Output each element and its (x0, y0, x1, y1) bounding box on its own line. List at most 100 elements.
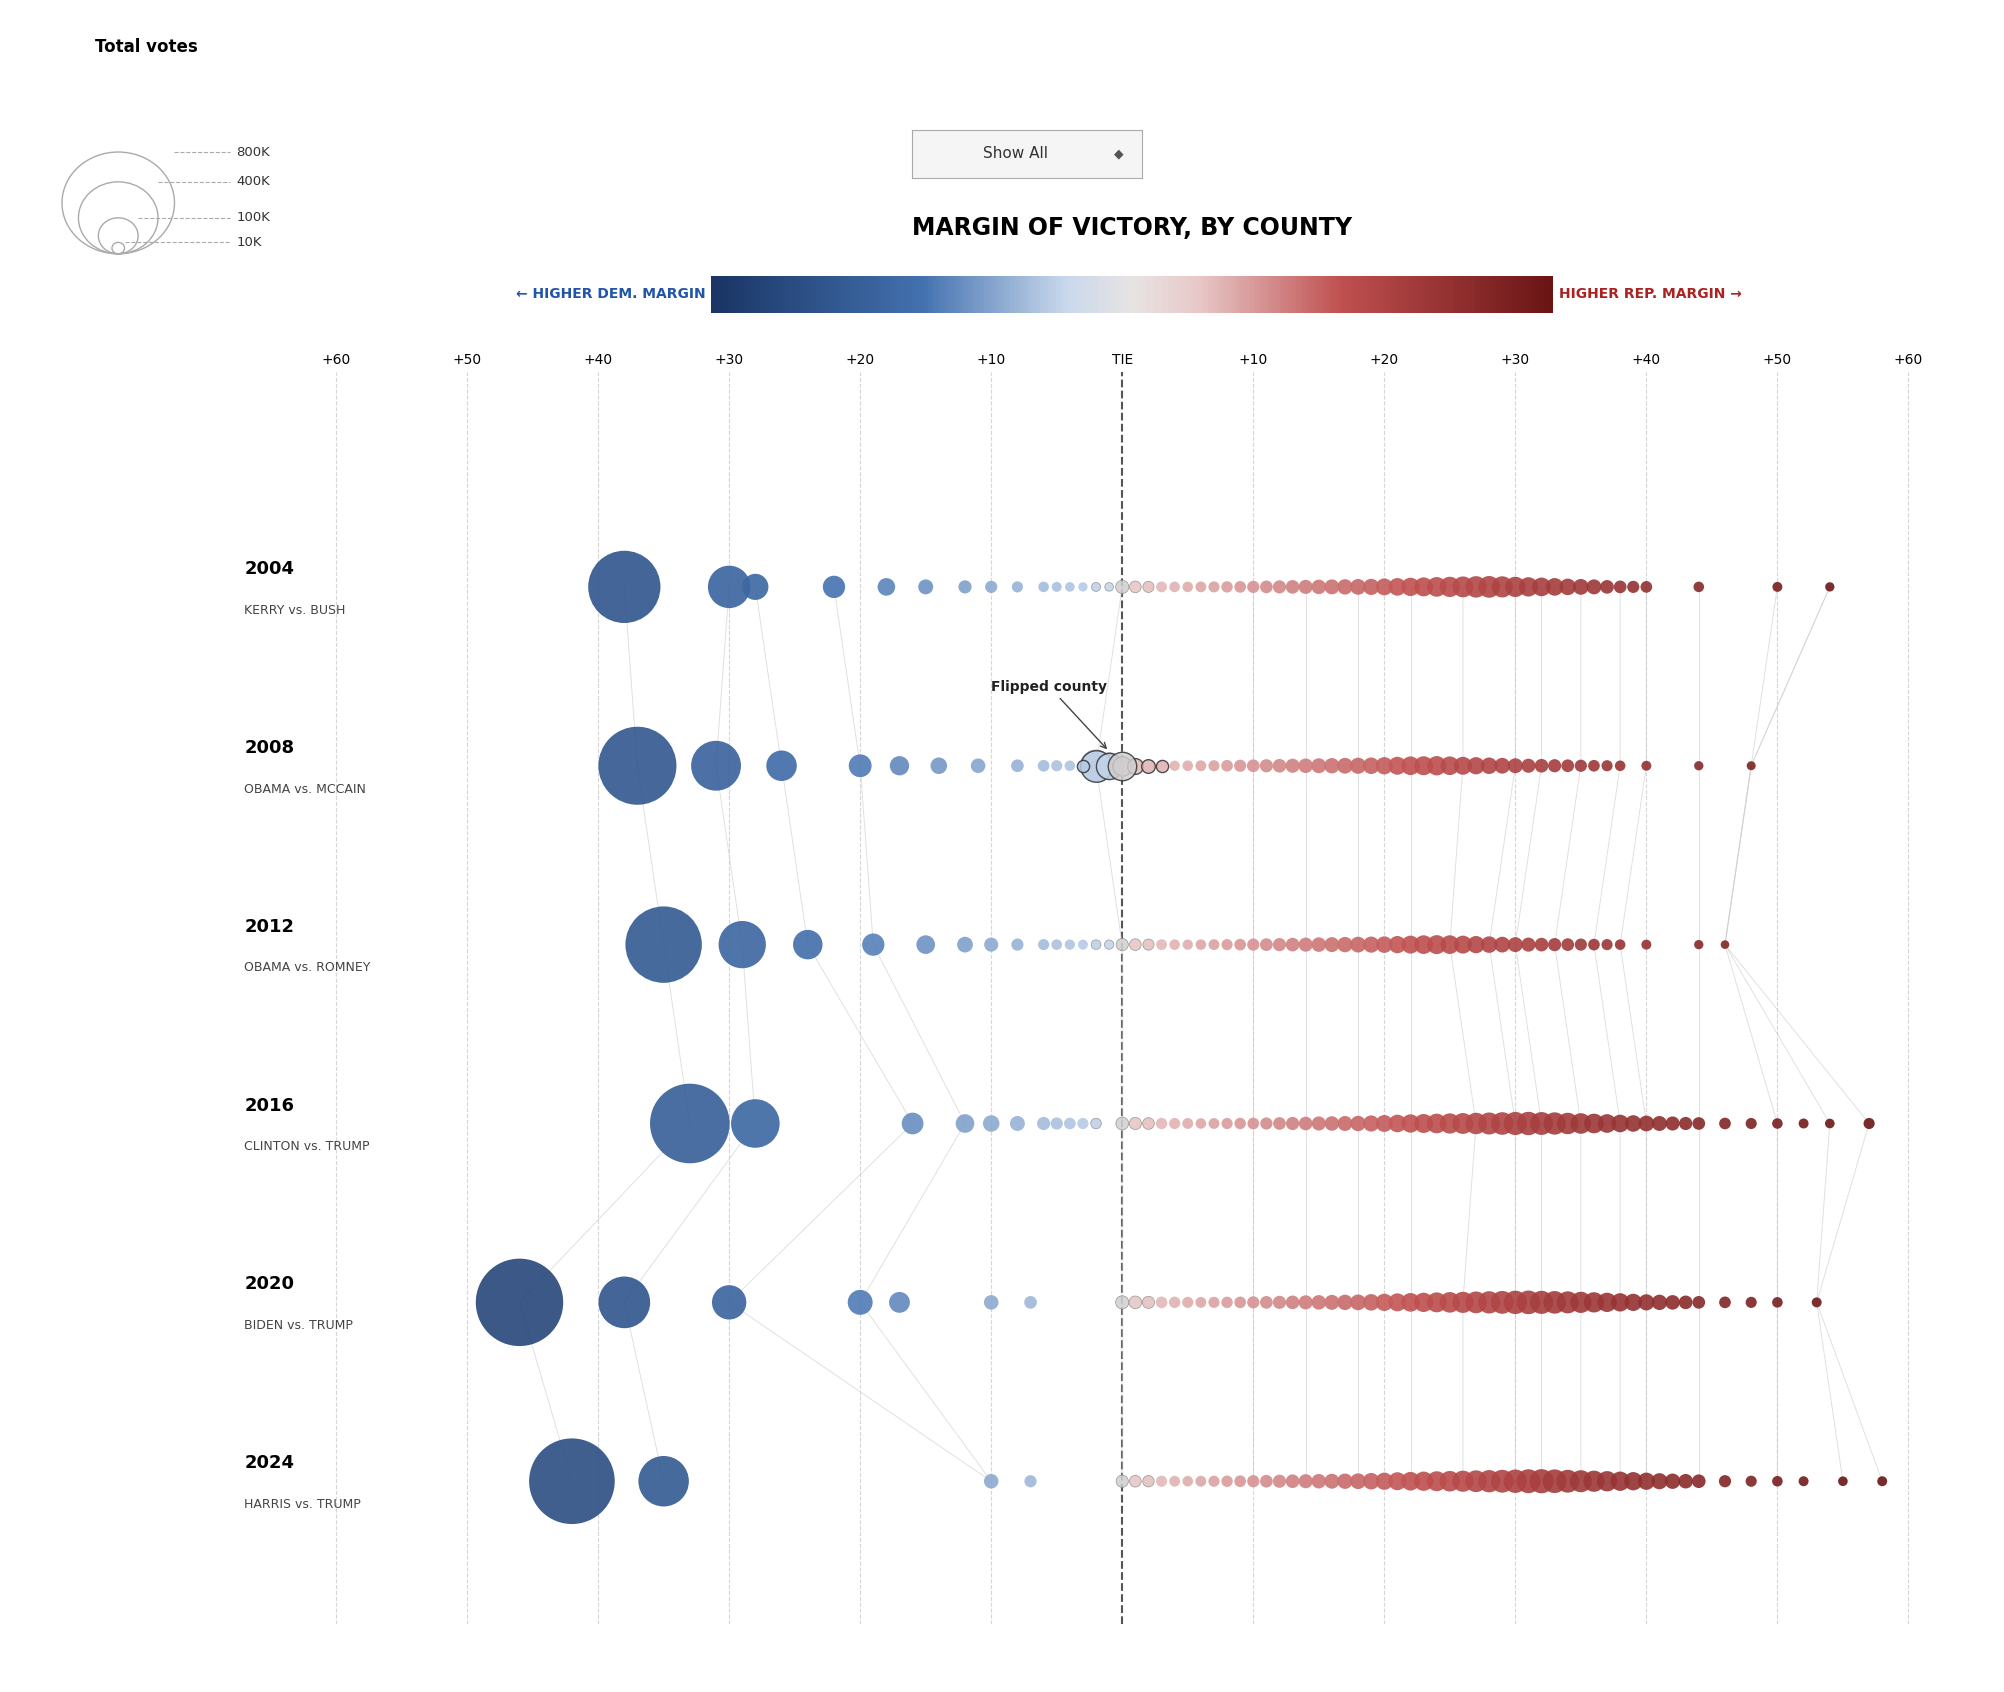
Point (609, 574, 641, 601)
Point (1407, 1289, 1439, 1316)
Point (1539, 1467, 1571, 1494)
Point (647, 1467, 679, 1494)
Point (1395, 1467, 1427, 1494)
Point (858, 931, 890, 958)
Point (1657, 1289, 1689, 1316)
Point (962, 753, 994, 780)
Point (1513, 753, 1545, 780)
Point (1028, 753, 1060, 780)
Point (1040, 931, 1072, 958)
Point (1291, 753, 1323, 780)
Point (1525, 1289, 1557, 1316)
Point (1577, 574, 1609, 601)
Point (1291, 1289, 1323, 1316)
Point (1828, 1467, 1860, 1494)
Point (1106, 753, 1138, 780)
Point (1080, 753, 1112, 780)
Point (884, 1289, 916, 1316)
Point (1525, 753, 1557, 780)
Point (1132, 931, 1164, 958)
Point (1473, 753, 1505, 780)
Point (1066, 931, 1098, 958)
Point (1132, 753, 1164, 780)
Point (1250, 1110, 1283, 1137)
Point (1381, 1289, 1413, 1316)
Point (1080, 931, 1112, 958)
Point (1002, 574, 1034, 601)
Point (1591, 931, 1623, 958)
Point (1355, 1467, 1387, 1494)
Point (1184, 931, 1216, 958)
Point (844, 1289, 876, 1316)
Point (1513, 1467, 1545, 1494)
Point (1146, 574, 1178, 601)
Point (1263, 1289, 1295, 1316)
Point (1343, 1467, 1375, 1494)
Point (1407, 1467, 1439, 1494)
Point (1172, 931, 1204, 958)
Point (1329, 1467, 1361, 1494)
Point (1329, 1110, 1361, 1137)
Point (1447, 574, 1479, 601)
Point (1551, 1289, 1583, 1316)
Point (1198, 1467, 1230, 1494)
Point (1381, 753, 1413, 780)
Point (1433, 931, 1465, 958)
Point (1184, 574, 1216, 601)
Point (1565, 753, 1597, 780)
Point (1735, 1289, 1768, 1316)
Text: 10K: 10K (236, 235, 263, 249)
Point (1407, 753, 1439, 780)
Point (1343, 931, 1375, 958)
Point (1210, 753, 1242, 780)
Text: 2004: 2004 (244, 560, 295, 579)
Point (1603, 1467, 1635, 1494)
Point (739, 574, 772, 601)
Point (1236, 753, 1269, 780)
Point (1461, 1110, 1493, 1137)
Point (1565, 574, 1597, 601)
Point (1132, 1467, 1164, 1494)
Point (1236, 1467, 1269, 1494)
Point (1487, 574, 1519, 601)
Point (1146, 753, 1178, 780)
Point (1329, 574, 1361, 601)
Point (1631, 1289, 1663, 1316)
Point (1210, 931, 1242, 958)
Point (1277, 1110, 1309, 1137)
Point (1303, 574, 1335, 601)
Point (792, 931, 824, 958)
Point (1184, 1467, 1216, 1494)
Point (1184, 1110, 1216, 1137)
Point (1146, 1467, 1178, 1494)
Point (1473, 931, 1505, 958)
Point (1461, 574, 1493, 601)
Point (1854, 1110, 1886, 1137)
Point (1329, 753, 1361, 780)
Point (1421, 1467, 1453, 1494)
Point (1146, 1289, 1178, 1316)
Point (1106, 753, 1138, 780)
Point (1565, 1289, 1597, 1316)
Point (1683, 1467, 1715, 1494)
Point (1066, 574, 1098, 601)
Point (1369, 1289, 1401, 1316)
Point (1028, 574, 1060, 601)
Point (1814, 1110, 1846, 1137)
Text: OBAMA vs. ROMNEY: OBAMA vs. ROMNEY (244, 961, 371, 975)
Text: Total votes: Total votes (94, 39, 198, 56)
Point (1106, 931, 1138, 958)
Point (1277, 931, 1309, 958)
Point (1066, 753, 1098, 780)
Point (1066, 1110, 1098, 1137)
Point (739, 1110, 772, 1137)
Point (647, 931, 679, 958)
Point (1577, 1289, 1609, 1316)
Point (1106, 574, 1138, 601)
Point (1158, 1467, 1190, 1494)
Point (1683, 931, 1715, 958)
Point (976, 1467, 1008, 1494)
Point (1277, 574, 1309, 601)
Point (1291, 1110, 1323, 1137)
Text: KERRY vs. BUSH: KERRY vs. BUSH (244, 604, 347, 616)
